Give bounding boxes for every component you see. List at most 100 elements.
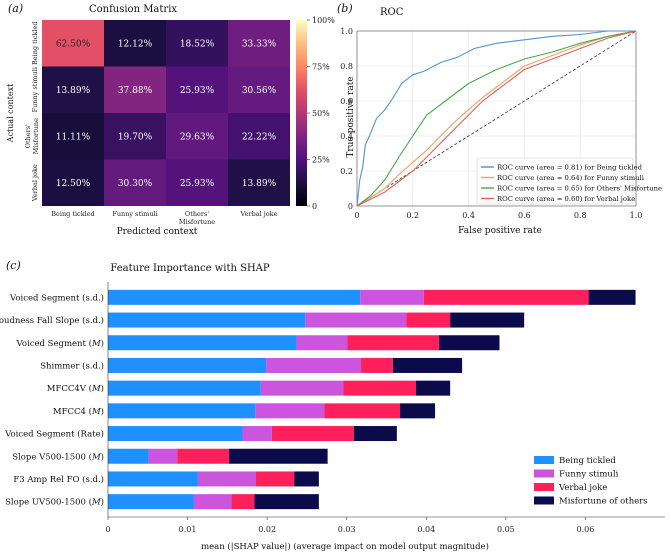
heatmap-cell-label: 25.93% xyxy=(180,86,215,96)
heatmap-cell-label: 12.50% xyxy=(56,179,91,189)
colorbar-tick-label: 50% xyxy=(312,109,330,118)
roc-legend-label: ROC curve (area = 0.65) for Others' Misf… xyxy=(497,185,662,193)
confusion-matrix-ylabel: Actual context xyxy=(6,83,15,143)
heatmap-cell xyxy=(42,66,104,113)
shap-x-tick: 0.03 xyxy=(338,525,356,534)
shap-bar-segment xyxy=(423,289,589,305)
shap-bar-segment xyxy=(271,426,354,442)
shap-bar-segment xyxy=(450,312,525,328)
colorbar-tick-label: 75% xyxy=(312,63,330,72)
shap-bar-segment xyxy=(108,494,194,510)
heatmap-cell-label: 22.22% xyxy=(242,132,277,142)
heatmap-cell xyxy=(104,113,166,160)
shap-bar-segment xyxy=(343,380,416,396)
heatmap-cell-label: 25.93% xyxy=(180,179,215,189)
heatmap-cell xyxy=(166,113,228,160)
shap-feature-label: MFCC4 (M) xyxy=(53,406,104,417)
shap-bar-segment xyxy=(108,335,297,351)
heatmap-cell-label: 37.88% xyxy=(118,86,153,96)
heatmap-y-tick: Funny stimuli xyxy=(31,67,39,112)
roc-curve xyxy=(356,30,637,207)
shap-bar-segment xyxy=(108,403,256,419)
roc-title: ROC xyxy=(380,7,404,18)
shap-bar-segment xyxy=(197,471,257,487)
shap-bar-segment xyxy=(353,426,397,442)
roc-x-tick: 0.8 xyxy=(574,211,587,220)
shap-x-tick: 0.01 xyxy=(179,525,197,534)
panel-label-c: (c) xyxy=(6,259,21,272)
heatmap-cell-label: 19.70% xyxy=(118,132,153,142)
roc-x-tick: 1.0 xyxy=(630,211,643,220)
shap-legend-label: Funny stimuli xyxy=(559,470,619,480)
shap-legend-label: Misfortune of others xyxy=(559,497,648,507)
colorbar-tick-label: 100% xyxy=(312,16,335,25)
shap-bar-segment xyxy=(228,448,328,464)
heatmap-cell-label: 30.30% xyxy=(118,179,153,189)
shap-bar-segment xyxy=(305,312,407,328)
roc-panel: (b) ROC 00 0.2 0.2 0.4 0.4 0.6 0.6 0.8 0.8 1.0 1.0… xyxy=(337,2,662,236)
roc-y-tick: 1.0 xyxy=(340,27,353,36)
roc-plot-frame xyxy=(356,30,637,207)
shap-bar-segment xyxy=(406,312,451,328)
roc-x-tick: 0.4 xyxy=(462,211,475,220)
panel-label-a: (a) xyxy=(8,2,23,15)
shap-xlabel: mean (|SHAP value|) (average impact on m… xyxy=(201,541,489,552)
roc-y-tick: 0.6 xyxy=(340,97,353,106)
heatmap-cell xyxy=(228,66,290,113)
roc-curve xyxy=(356,30,636,207)
roc-legend-label: ROC curve (area = 0.64) for Funny stimul… xyxy=(497,174,645,182)
shap-x-tick: 0.06 xyxy=(577,525,595,534)
heatmap-cell xyxy=(104,159,166,206)
heatmap-cell xyxy=(228,20,290,67)
shap-bar-segment xyxy=(324,403,401,419)
shap-bar-segment xyxy=(193,494,232,510)
heatmap-x-tick: Verbal joke xyxy=(240,210,278,218)
shap-feature-label: MFCC4V (M) xyxy=(47,383,104,394)
shap-panel: (c) Feature Importance with SHAP Voiced … xyxy=(0,259,665,552)
colorbar-tick-label: 25% xyxy=(312,156,330,165)
shap-bar-segment xyxy=(231,494,255,510)
shap-legend-swatch xyxy=(534,483,554,491)
roc-y-tick: 0.2 xyxy=(340,167,353,176)
shap-bar-segment xyxy=(400,403,436,419)
shap-feature-label: Voiced Segment (Rate) xyxy=(4,429,104,440)
shap-bar-segment xyxy=(254,494,319,510)
heatmap-cell-label: 29.63% xyxy=(180,132,215,142)
roc-xlabel: False positive rate xyxy=(458,226,542,236)
shap-bar-segment xyxy=(296,335,348,351)
roc-curve xyxy=(356,30,637,207)
heatmap-cell-label: 33.33% xyxy=(242,39,277,49)
shap-feature-label: Slope UV500-1500 (M) xyxy=(5,497,104,508)
shap-x-tick: 0.02 xyxy=(258,525,276,534)
colorbar-tick-label: 0 xyxy=(312,202,317,211)
roc-x-tick: 0 xyxy=(354,211,359,220)
roc-y-tick: 0 xyxy=(348,202,353,211)
roc-y-tick: 0.4 xyxy=(340,132,353,141)
heatmap-cell xyxy=(104,20,166,67)
heatmap-cell xyxy=(42,159,104,206)
heatmap-cell-label: 13.89% xyxy=(242,179,277,189)
shap-x-tick: 0 xyxy=(105,525,110,534)
shap-x-tick: 0.05 xyxy=(497,525,515,534)
shap-bar-segment xyxy=(266,357,362,373)
shap-feature-label: Voiced Segment (M) xyxy=(16,338,104,349)
heatmap-cell xyxy=(42,20,104,67)
confusion-matrix-xlabel: Predicted context xyxy=(117,227,198,237)
shap-bar-segment xyxy=(148,448,178,464)
shap-feature-label: F3 Amp Rel FO (s.d.) xyxy=(13,474,104,485)
shap-bar-segment xyxy=(361,357,393,373)
heatmap-cell xyxy=(104,66,166,113)
shap-bar-segment xyxy=(260,380,344,396)
shap-feature-label: Slope V500-1500 (M) xyxy=(12,451,104,462)
roc-legend-label: ROC curve (area = 0.60) for Verbal joke xyxy=(497,195,635,203)
shap-feature-label: Shimmer (s.d.) xyxy=(40,360,104,371)
heatmap-cell-label: 11.11% xyxy=(56,132,91,142)
shap-bar-segment xyxy=(177,448,229,464)
heatmap-y-tick: Others'Misfortune xyxy=(24,118,40,154)
shap-legend-label: Being tickled xyxy=(559,456,616,466)
heatmap-cell-label: 12.12% xyxy=(118,39,153,49)
confusion-matrix-title: Confusion Matrix xyxy=(89,4,177,15)
heatmap-x-tick: Others' Misfortune xyxy=(179,210,215,226)
heatmap-x-tick: Funny stimuli xyxy=(112,210,157,218)
heatmap-cell xyxy=(166,159,228,206)
